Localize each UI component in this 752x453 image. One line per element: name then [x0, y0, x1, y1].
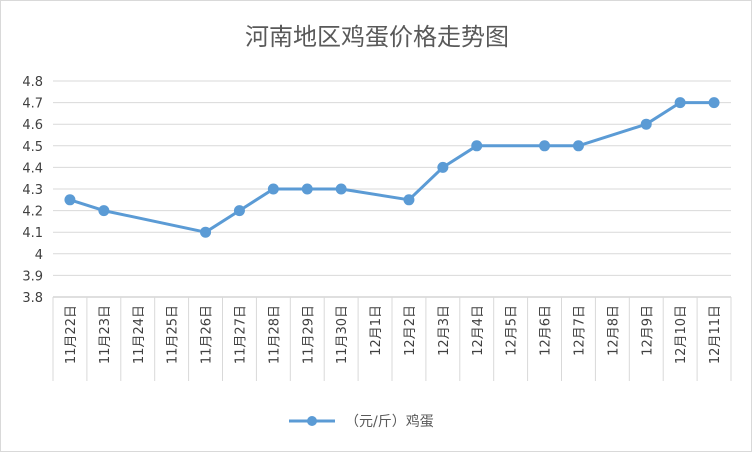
y-tick-label: 4.7 [22, 97, 43, 112]
legend-point-marker [307, 416, 317, 426]
x-tick-label: 12月4日 [471, 305, 486, 356]
x-tick-label: 11月24日 [132, 305, 147, 364]
legend: （元/斤）鸡蛋 [289, 413, 434, 430]
x-tick-label: 12月6日 [539, 305, 554, 356]
y-axis: 3.8 3.9 4 4.1 4.2 4.3 4.4 4.5 4.6 4.7 4.8 [22, 75, 43, 306]
y-tick-label: 4.4 [22, 161, 43, 176]
series-egg-price [64, 97, 720, 238]
y-tick-label: 4 [35, 248, 43, 263]
x-tick-label: 11月27日 [233, 305, 248, 364]
data-point [233, 205, 245, 217]
data-point [301, 183, 313, 195]
y-tick-label: 4.3 [22, 183, 43, 198]
x-tick-label: 11月29日 [301, 305, 316, 364]
x-tick-label: 11月25日 [166, 305, 181, 364]
data-point [200, 226, 212, 238]
y-tick-label: 4.2 [22, 205, 43, 220]
y-tick-label: 3.9 [22, 269, 43, 284]
x-tick-label: 12月7日 [572, 305, 587, 356]
y-tick-label: 4.8 [22, 75, 43, 90]
x-tick-label: 12月2日 [403, 305, 418, 356]
x-tick-label: 12月1日 [369, 305, 384, 356]
x-tick-label: 11月23日 [98, 305, 113, 364]
data-point [267, 183, 279, 195]
gridlines [53, 80, 731, 298]
data-point [64, 194, 76, 206]
x-tick-label: 11月30日 [335, 305, 350, 364]
x-tick-label: 12月9日 [640, 305, 655, 356]
data-point [471, 140, 483, 152]
x-tick-label: 12月5日 [505, 305, 520, 356]
data-point [98, 205, 110, 217]
x-tick-label: 11月28日 [267, 305, 282, 364]
data-point [708, 97, 720, 109]
y-tick-label: 3.8 [22, 291, 43, 306]
x-tick-label: 11月26日 [200, 305, 215, 364]
x-tick-label: 12月10日 [674, 305, 689, 364]
chart-title: 河南地区鸡蛋价格走势图 [245, 23, 509, 51]
x-tick-label: 12月11日 [708, 305, 723, 364]
data-point [572, 140, 584, 152]
data-point [640, 118, 652, 130]
data-point [335, 183, 347, 195]
y-tick-label: 4.6 [22, 118, 43, 133]
x-tick-label: 12月8日 [606, 305, 621, 356]
y-tick-label: 4.5 [22, 140, 43, 155]
x-axis: 11月22日 11月23日 11月24日 11月25日 11月26日 11月27日 11月2… [52, 297, 732, 381]
data-point [674, 97, 686, 109]
x-tick-label: 12月3日 [437, 305, 452, 356]
data-point [437, 161, 449, 173]
data-point [539, 140, 551, 152]
data-point [403, 194, 415, 206]
legend-label: （元/斤）鸡蛋 [345, 413, 434, 430]
y-tick-label: 4.1 [22, 226, 43, 241]
x-tick-label: 11月22日 [64, 305, 79, 364]
